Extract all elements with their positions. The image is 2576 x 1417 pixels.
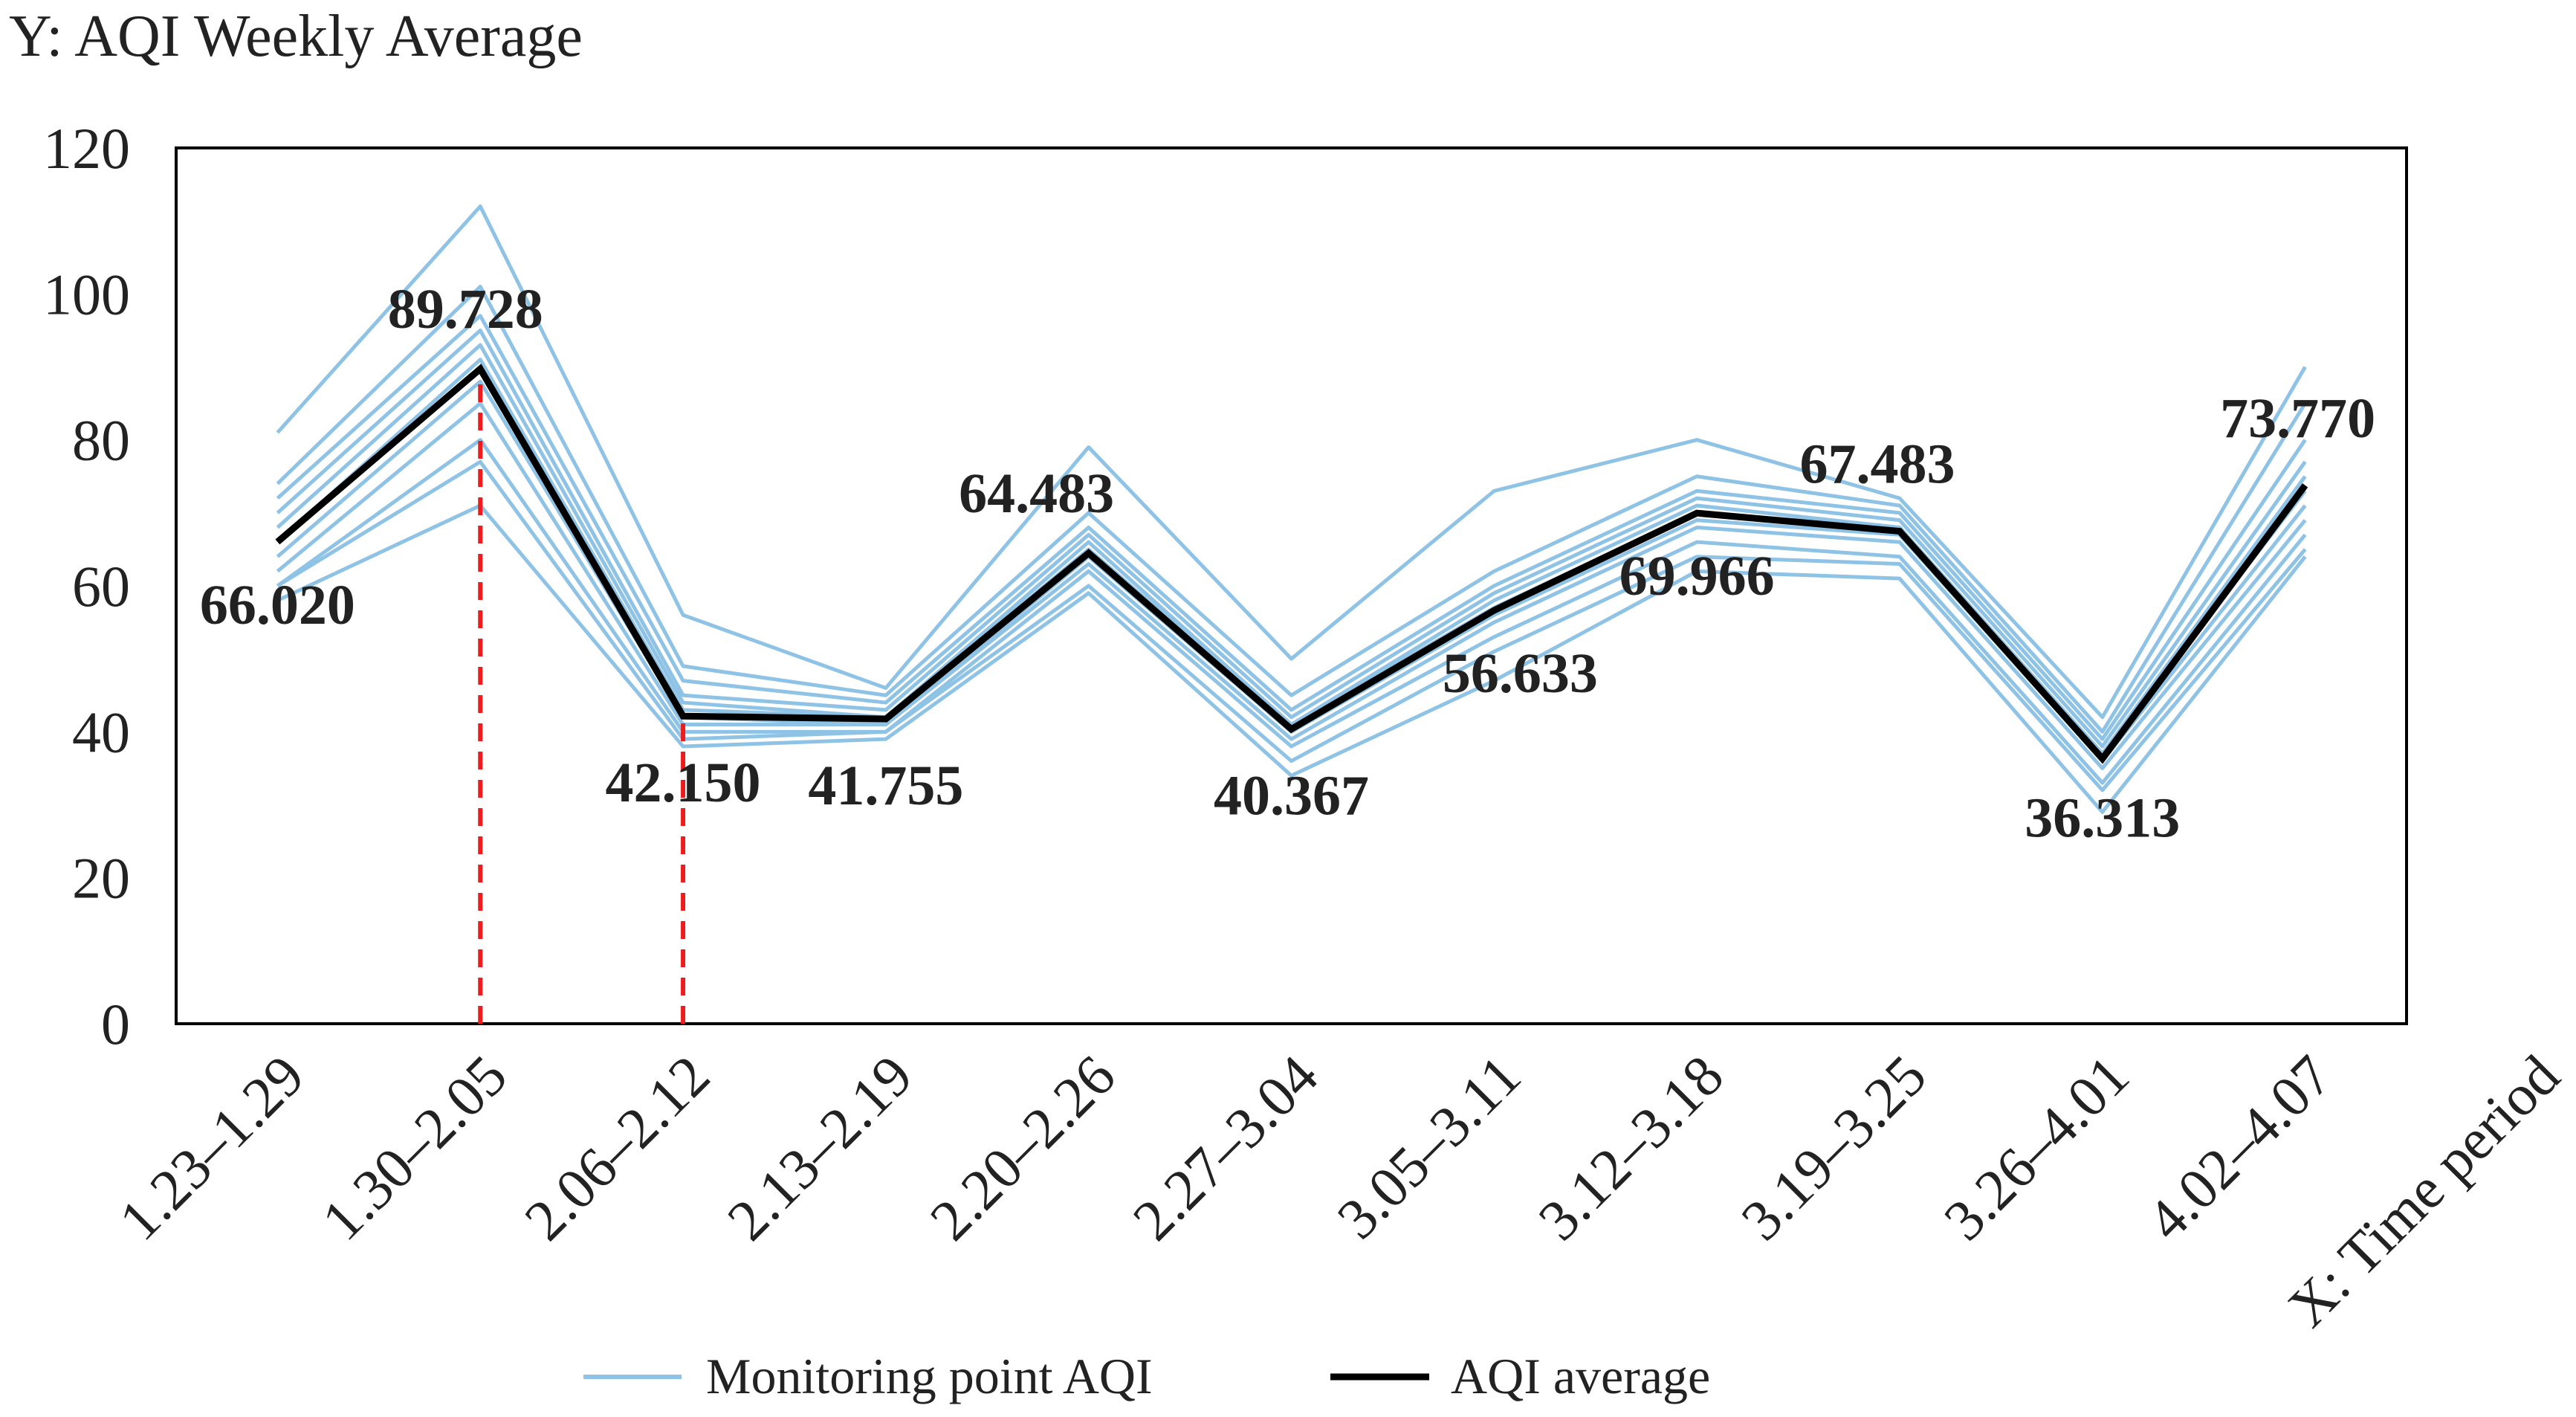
x-tick-label: 3.12–3.18 [1526, 1043, 1735, 1253]
y-tick-label: 120 [43, 116, 130, 181]
y-tick-label: 40 [72, 700, 130, 764]
data-label: 69.966 [1619, 545, 1775, 607]
plot-frame [175, 146, 2408, 1025]
data-label: 41.755 [808, 755, 963, 817]
x-tick-label: 1.23–1.29 [106, 1043, 316, 1253]
monitoring-line [276, 459, 2307, 793]
data-label: 64.483 [959, 462, 1114, 525]
data-label: 40.367 [1214, 765, 1369, 827]
monitoring-line [276, 314, 2307, 741]
data-label: 42.150 [606, 752, 761, 814]
x-tick-label: 2.06–2.12 [512, 1043, 722, 1253]
legend-label: Monitoring point AQI [706, 1348, 1153, 1404]
y-tick-label: 60 [72, 554, 130, 619]
x-tick-label: 3.19–3.25 [1729, 1043, 1938, 1253]
monitoring-line [276, 401, 2307, 770]
monitoring-line [276, 503, 2307, 814]
x-tick-label: 2.13–2.19 [715, 1043, 925, 1253]
y-axis-title: Y: AQI Weekly Average [9, 4, 583, 69]
x-tick-label: 1.30–2.05 [309, 1043, 519, 1253]
monitoring-line [276, 379, 2307, 764]
y-tick-label: 100 [43, 262, 130, 326]
legend-label: AQI average [1451, 1348, 1710, 1404]
data-label: 56.633 [1443, 642, 1598, 705]
y-tick-label: 20 [72, 846, 130, 911]
x-tick-label: 4.02–4.07 [2134, 1043, 2343, 1253]
monitoring-line [276, 285, 2307, 734]
monitoring-line [276, 328, 2307, 749]
y-tick-label: 80 [72, 408, 130, 473]
monitoring-line [276, 204, 2307, 720]
x-tick-label: 2.27–3.04 [1120, 1043, 1330, 1253]
average-line [275, 364, 2308, 764]
data-label: 36.313 [2025, 787, 2180, 850]
x-tick-label: 2.20–2.26 [918, 1043, 1127, 1253]
monitoring-line [276, 438, 2307, 785]
data-label: 67.483 [1799, 433, 1955, 496]
x-tick-label: 3.26–4.01 [1932, 1043, 2141, 1253]
data-label: 89.728 [388, 278, 543, 340]
x-tick-label: 3.05–3.11 [1324, 1043, 1533, 1251]
data-label: 66.020 [200, 574, 355, 636]
y-tick-label: 0 [101, 992, 130, 1056]
data-label: 73.770 [2220, 387, 2375, 450]
